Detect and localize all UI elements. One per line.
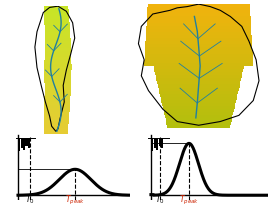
- Polygon shape: [44, 16, 69, 19]
- Polygon shape: [161, 100, 236, 103]
- Text: $T_{peak}$: $T_{peak}$: [65, 194, 85, 206]
- Bar: [156, 138, 158, 150]
- Polygon shape: [44, 124, 68, 128]
- Polygon shape: [44, 70, 71, 73]
- Polygon shape: [147, 23, 251, 26]
- Polygon shape: [167, 125, 230, 128]
- Polygon shape: [45, 32, 70, 35]
- Polygon shape: [44, 99, 70, 102]
- Polygon shape: [146, 29, 251, 32]
- Bar: [159, 138, 161, 146]
- Polygon shape: [158, 84, 240, 88]
- Polygon shape: [147, 13, 250, 16]
- Polygon shape: [162, 103, 235, 106]
- Polygon shape: [44, 6, 68, 9]
- Polygon shape: [146, 26, 251, 29]
- Polygon shape: [44, 9, 69, 13]
- Polygon shape: [44, 102, 70, 105]
- Polygon shape: [44, 105, 70, 108]
- Polygon shape: [44, 67, 71, 70]
- Polygon shape: [145, 57, 253, 60]
- Polygon shape: [156, 75, 242, 78]
- Polygon shape: [44, 80, 71, 83]
- Polygon shape: [145, 41, 252, 44]
- Polygon shape: [44, 118, 69, 121]
- Text: $T_0$: $T_0$: [25, 194, 35, 206]
- Polygon shape: [44, 115, 69, 118]
- Bar: [161, 138, 163, 148]
- Polygon shape: [164, 109, 234, 112]
- Bar: [151, 138, 153, 151]
- Bar: [21, 138, 23, 148]
- Polygon shape: [147, 10, 250, 13]
- Polygon shape: [44, 22, 70, 25]
- Polygon shape: [45, 35, 70, 38]
- Polygon shape: [44, 73, 71, 76]
- Polygon shape: [45, 41, 71, 44]
- Polygon shape: [44, 61, 71, 64]
- Polygon shape: [44, 25, 70, 29]
- Polygon shape: [44, 128, 68, 131]
- Polygon shape: [44, 112, 69, 115]
- Polygon shape: [44, 13, 69, 16]
- Bar: [28, 138, 30, 148]
- Polygon shape: [160, 94, 237, 97]
- Polygon shape: [144, 60, 253, 63]
- Polygon shape: [45, 51, 71, 54]
- Text: $T_0$: $T_0$: [155, 194, 165, 206]
- Polygon shape: [44, 57, 71, 61]
- Bar: [18, 138, 20, 151]
- Polygon shape: [44, 86, 71, 89]
- Polygon shape: [148, 4, 250, 7]
- Polygon shape: [158, 88, 239, 91]
- Polygon shape: [145, 54, 253, 57]
- Bar: [154, 138, 156, 148]
- Text: $T_{peak}$: $T_{peak}$: [179, 194, 199, 206]
- Polygon shape: [45, 44, 71, 48]
- Polygon shape: [165, 115, 232, 118]
- Polygon shape: [45, 48, 71, 51]
- Polygon shape: [156, 78, 241, 81]
- Polygon shape: [153, 66, 244, 69]
- Polygon shape: [45, 29, 70, 32]
- Polygon shape: [154, 69, 243, 72]
- Polygon shape: [166, 122, 231, 125]
- Polygon shape: [147, 16, 251, 20]
- Polygon shape: [44, 92, 70, 96]
- Polygon shape: [44, 83, 71, 86]
- Polygon shape: [44, 121, 69, 124]
- Polygon shape: [44, 19, 69, 22]
- Polygon shape: [161, 97, 237, 100]
- Polygon shape: [44, 64, 71, 67]
- Polygon shape: [44, 89, 71, 92]
- Polygon shape: [45, 38, 70, 41]
- Polygon shape: [145, 44, 252, 47]
- Polygon shape: [145, 47, 252, 50]
- Polygon shape: [146, 35, 252, 38]
- Bar: [23, 138, 25, 150]
- Polygon shape: [44, 76, 71, 80]
- Polygon shape: [166, 118, 232, 122]
- Polygon shape: [146, 32, 251, 35]
- Polygon shape: [164, 112, 233, 115]
- Polygon shape: [147, 7, 250, 10]
- Polygon shape: [147, 20, 251, 23]
- Polygon shape: [144, 63, 253, 66]
- Polygon shape: [44, 96, 70, 99]
- Polygon shape: [146, 38, 252, 41]
- Polygon shape: [44, 108, 70, 112]
- Polygon shape: [157, 81, 240, 84]
- Polygon shape: [163, 106, 235, 109]
- Polygon shape: [45, 54, 71, 57]
- Polygon shape: [44, 131, 68, 134]
- Bar: [25, 138, 28, 146]
- Polygon shape: [145, 50, 253, 54]
- Polygon shape: [159, 91, 238, 94]
- Polygon shape: [155, 72, 243, 75]
